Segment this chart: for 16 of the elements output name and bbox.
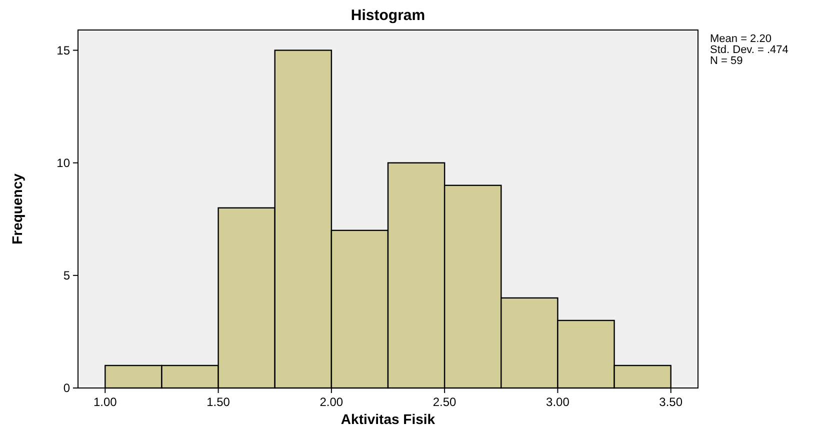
text: Mean = 2.20	[710, 33, 772, 45]
x-tick-label: 2.50	[432, 395, 457, 409]
y-tick-label: 5	[63, 268, 70, 283]
text: Std. Dev. = .474	[710, 44, 788, 56]
x-tick-label: 2.00	[320, 395, 344, 409]
y-axis-title: Frequency	[9, 173, 25, 244]
y-tick-label: 15	[56, 43, 70, 58]
x-tick-label: 1.50	[206, 395, 230, 409]
x-tick-label: 3.50	[659, 395, 683, 409]
x-axis-title: Aktivitas Fisik	[340, 411, 436, 426]
y-tick-label: 10	[56, 156, 70, 170]
chart-title: Histogram	[350, 7, 426, 24]
y-tick-label: 0	[63, 381, 70, 396]
text: N = 59	[710, 55, 743, 67]
x-tick-label: 1.00	[93, 395, 118, 409]
x-tick-label: 3.00	[546, 395, 570, 409]
